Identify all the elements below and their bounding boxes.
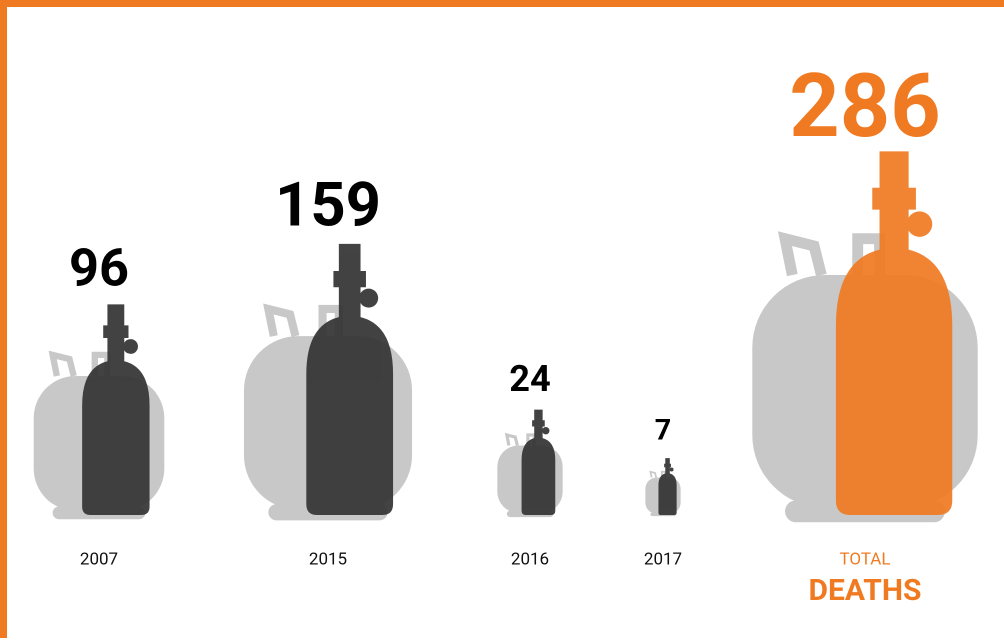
value-label: 96: [69, 237, 129, 299]
left-border: [0, 0, 7, 638]
cylinder-body: [82, 304, 150, 515]
category-label: 2015: [309, 549, 347, 569]
cylinder-body: [658, 458, 677, 515]
cylinder-icon: [243, 243, 413, 521]
value-label: 7: [655, 413, 671, 447]
value-label: 24: [509, 357, 551, 400]
cylinder-valve: [669, 467, 674, 472]
cylinder-valve: [359, 288, 379, 308]
cylinder-icon: [752, 151, 978, 523]
cylinder-valve: [542, 427, 550, 435]
cylinder-icon: [33, 304, 165, 520]
cylinder: [521, 409, 556, 515]
cylinder-body: [835, 151, 953, 515]
category-label: 2016: [511, 549, 549, 569]
value-label: 286: [789, 55, 940, 158]
cylinder-body: [521, 409, 556, 515]
cylinder-valve: [123, 339, 138, 354]
total-title: DEATHS: [809, 573, 922, 608]
cylinder: [82, 304, 150, 515]
value-label: 159: [275, 169, 381, 241]
cylinder: [835, 151, 953, 515]
cylinder-valve: [906, 211, 933, 237]
category-label: 2007: [80, 549, 118, 569]
cylinder-icon: [497, 409, 563, 518]
top-border: [0, 0, 1004, 7]
cylinder-body: [306, 243, 394, 515]
total-label: TOTAL: [839, 549, 890, 569]
category-label: 2017: [644, 549, 682, 569]
cylinder-icon: [645, 458, 681, 517]
cylinder: [306, 243, 394, 515]
cylinder: [658, 458, 677, 515]
